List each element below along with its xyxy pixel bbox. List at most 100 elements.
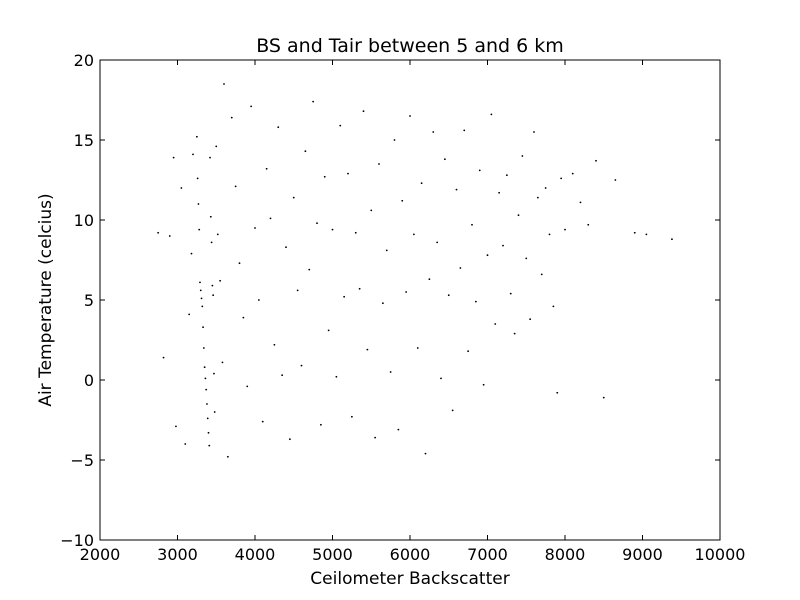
data-point [331,228,334,231]
data-point [281,374,284,377]
chart-title: BS and Tair between 5 and 6 km [256,35,564,57]
data-point [536,196,539,199]
data-point [308,268,311,271]
y-tick-label: 15 [74,131,94,150]
data-point [296,289,299,292]
data-point [478,169,481,172]
data-point [197,203,200,205]
data-point [207,431,210,434]
data-point [204,377,207,380]
data-point [502,244,504,247]
x-tick-label: 10000 [695,545,746,564]
data-point [474,300,477,303]
y-tick-label: −5 [70,451,94,470]
data-point [184,443,187,445]
data-point [213,372,215,375]
data-point [265,167,268,170]
data-point [202,326,204,329]
data-point [196,177,199,180]
data-point [447,294,450,297]
data-point [544,187,547,189]
data-point [199,281,201,284]
data-point [540,273,543,276]
data-point [366,348,369,351]
data-point [671,238,673,241]
data-point [358,287,361,290]
data-point [234,185,237,188]
x-tick-label: 4000 [235,545,276,564]
data-point [370,209,373,212]
data-point [412,233,415,236]
data-point [250,105,253,108]
data-point [206,417,209,420]
data-point [223,83,225,85]
data-point [277,126,280,129]
x-tick-label: 2000 [80,545,121,564]
data-point [436,241,439,244]
data-point [587,223,590,226]
data-point [162,356,165,359]
data-point [261,420,264,423]
data-point [219,279,222,282]
x-axis-label: Ceilometer Backscatter [310,569,509,589]
data-point [420,182,423,185]
data-point [564,228,566,231]
data-point [172,156,175,159]
data-point [208,444,211,447]
data-point [343,295,346,298]
x-tick-label: 8000 [545,545,586,564]
data-point [198,228,201,231]
data-point [246,385,249,388]
data-point [525,257,528,260]
data-point [486,254,489,257]
data-point [498,191,501,194]
data-point [319,423,322,426]
data-point [215,145,218,148]
data-point [285,246,287,249]
data-point [188,313,191,316]
data-point [571,172,574,175]
data-point [175,425,177,428]
data-point [451,409,454,412]
data-point [200,297,203,300]
x-tick-label: 3000 [157,545,198,564]
data-point [482,383,485,386]
data-point [292,196,295,199]
data-point [416,347,419,349]
data-point [316,222,318,225]
data-point [521,155,524,157]
data-point [509,292,512,295]
data-point [206,403,208,405]
data-point [323,175,326,178]
y-tick-label: −10 [60,531,94,550]
data-point [230,116,233,119]
data-point [157,231,160,234]
data-point [405,291,408,293]
data-point [205,388,208,391]
tick-labels: 2000 3000 4000 5000 6000 7000 8000 9000 10000 −10… [60,51,745,564]
data-point [213,411,216,413]
data-point [288,438,291,441]
data-point [300,364,303,367]
data-point [254,227,256,229]
data-point [602,396,605,399]
data-point [455,188,458,191]
data-point [471,223,473,226]
data-point [201,305,204,308]
data-point [401,199,404,202]
data-point [556,391,559,394]
data-point [203,366,206,369]
data-point [211,284,214,287]
data-point [443,158,446,161]
data-point [210,241,213,244]
data-point [381,302,384,305]
data-point [180,187,183,189]
data-point [505,174,508,177]
y-tick-label: 0 [84,371,94,390]
data-point [633,231,636,234]
data-point [494,323,497,325]
data-point [409,115,411,117]
x-tick-label: 9000 [622,545,663,564]
data-point [269,217,272,220]
